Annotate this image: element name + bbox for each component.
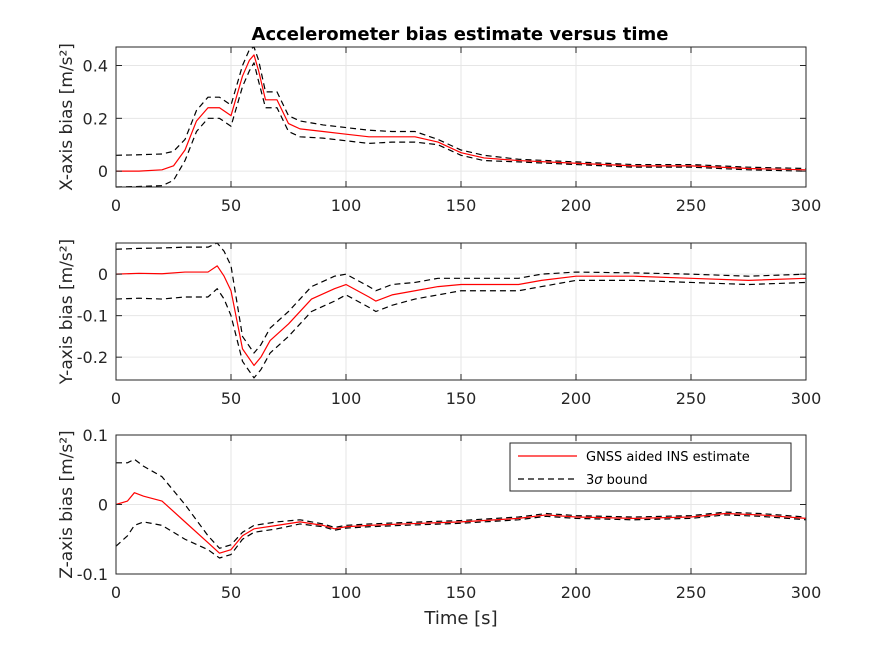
- y-lower-bound-line: [115, 279, 807, 379]
- x-y-axis-label: X-axis bias [m/s²]: [57, 43, 77, 191]
- z-y-axis-label: Z-axis bias [m/s²]: [57, 430, 77, 578]
- subplot-y-axis-bias: 0 50 100 150 200 250 300 0 -0.1 -0.2Y-axis bias […: [57, 239, 821, 408]
- y-upper-bound-line: [115, 242, 807, 354]
- x-x-tick-label: 150: [446, 196, 477, 215]
- z-y-tick-label: 0: [98, 496, 108, 515]
- z-x-tick-label: 250: [676, 583, 707, 602]
- subplot-x-axis-bias: 0 50 100 150 200 250 300 0 0.2 0.4 X-axis bias [m/…: [57, 43, 821, 215]
- y-x-tick-label: 50: [221, 389, 241, 408]
- y-x-tick-label: 0: [111, 389, 121, 408]
- legend-bound-prefix: 3: [586, 473, 594, 488]
- figure-title: Accelerometer bias estimate versus time: [252, 24, 669, 45]
- z-estimate-line: [115, 492, 807, 554]
- y-y-tick-label: 0: [98, 265, 108, 284]
- x-y-tick-label: 0.4: [83, 56, 108, 75]
- z-x-tick-label: 100: [331, 583, 362, 602]
- y-x-tick-label: 100: [331, 389, 362, 408]
- legend: GNSS aided INS estimate 3σ bound: [509, 442, 792, 492]
- y-x-tick-label: 150: [446, 389, 477, 408]
- x-x-tick-label: 0: [111, 196, 121, 215]
- y-y-tick-label: -0.1: [77, 307, 108, 326]
- x-x-tick-label: 100: [331, 196, 362, 215]
- y-estimate-line: [115, 265, 807, 367]
- y-x-tick-label: 250: [676, 389, 707, 408]
- x-x-tick-label: 50: [221, 196, 241, 215]
- y-y-tick-label: -0.2: [77, 348, 108, 367]
- y-x-tick-label: 200: [561, 389, 592, 408]
- x-x-tick-label: 200: [561, 196, 592, 215]
- x-upper-bound-line: [115, 46, 807, 170]
- x-estimate-line: [116, 54, 807, 172]
- y-y-axis-label: Y-axis bias [m/s²]: [57, 239, 77, 385]
- z-lower-bound-line: [115, 514, 807, 559]
- z-x-tick-label: 50: [221, 583, 241, 602]
- x-y-tick-label: 0.2: [83, 109, 108, 128]
- z-x-tick-label: 300: [791, 583, 822, 602]
- x-axis-label: Time [s]: [423, 608, 497, 629]
- legend-estimate-label: GNSS aided INS estimate: [586, 450, 750, 465]
- legend-box: [509, 442, 792, 492]
- legend-bound-suffix: bound: [603, 473, 648, 488]
- z-x-tick-label: 200: [561, 583, 592, 602]
- legend-bound-sigma: σ: [594, 473, 603, 488]
- x-y-tick-label: 0: [98, 162, 108, 181]
- x-x-tick-label: 300: [791, 196, 822, 215]
- legend-bound-label: 3σ bound: [586, 473, 648, 488]
- z-x-tick-label: 0: [111, 583, 121, 602]
- y-x-tick-label: 300: [791, 389, 822, 408]
- z-x-tick-label: 150: [446, 583, 477, 602]
- x-x-tick-label: 250: [676, 196, 707, 215]
- z-y-tick-label: -0.1: [77, 565, 108, 584]
- x-lower-bound-line: [115, 62, 807, 188]
- z-upper-bound-line: [116, 458, 807, 549]
- z-y-tick-label: 0.1: [83, 426, 108, 445]
